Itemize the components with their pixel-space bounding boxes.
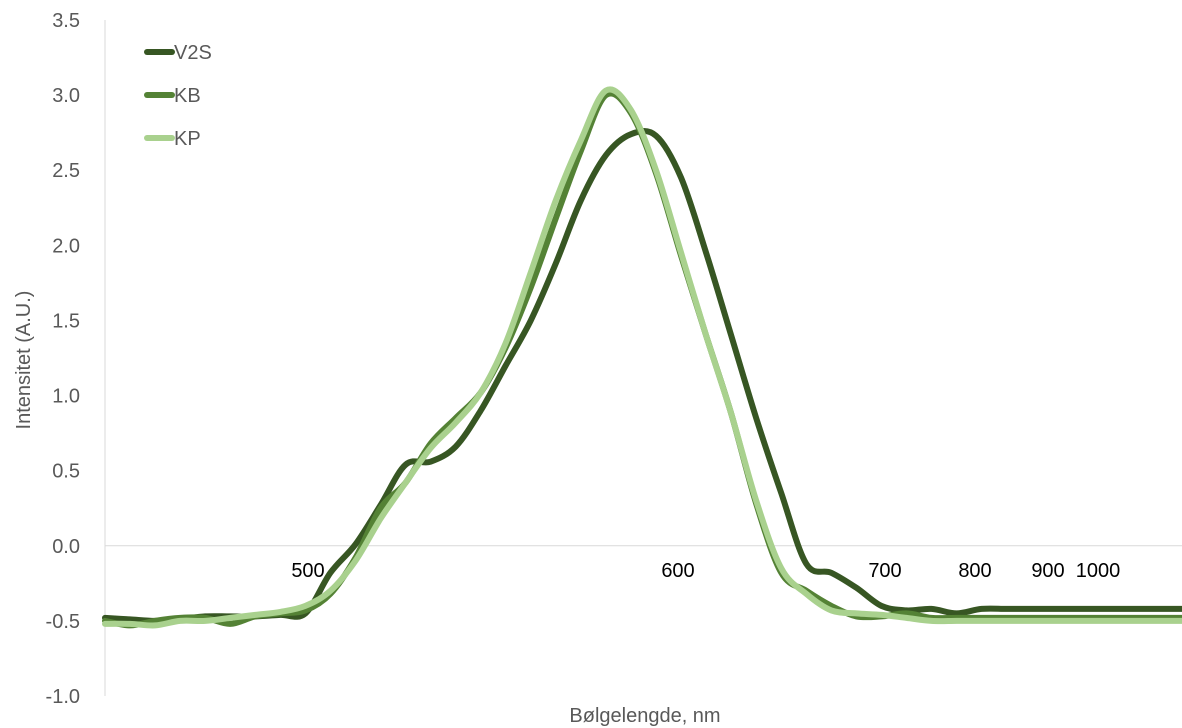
x-tick-label: 600 (661, 560, 694, 582)
x-tick-label: 500 (291, 560, 324, 582)
legend: V2S KB KP (144, 42, 212, 150)
y-tick-label: 2.0 (52, 235, 80, 257)
series-line-kp (102, 86, 1182, 629)
y-tick-labels: 3.5 3.0 2.5 2.0 1.5 1.0 0.5 0.0 -0.5 -1.0 (46, 10, 80, 708)
y-tick-label: -1.0 (46, 686, 80, 708)
y-tick-label: 0.5 (52, 461, 80, 483)
legend-label-kp: KP (174, 128, 201, 150)
y-tick-label: 2.5 (52, 160, 80, 182)
x-tick-label: 1000 (1076, 560, 1121, 582)
legend-label-kb: KB (174, 85, 201, 107)
x-tick-labels: 500 600 700 800 900 1000 (291, 560, 1120, 582)
y-tick-label: 0.0 (52, 536, 80, 558)
y-tick-label: 1.5 (52, 310, 80, 332)
x-tick-label: 800 (958, 560, 991, 582)
series-line-v2s (102, 127, 1182, 624)
y-tick-label: -0.5 (46, 611, 80, 633)
y-tick-label: 3.0 (52, 85, 80, 107)
y-tick-label: 1.0 (52, 386, 80, 408)
x-axis-title: Bølgelengde, nm (569, 705, 720, 727)
legend-label-v2s: V2S (174, 42, 212, 64)
y-axis-title: Intensitet (A.U.) (13, 291, 35, 430)
series-lines (102, 86, 1182, 629)
x-tick-label: 900 (1031, 560, 1064, 582)
x-tick-label: 700 (868, 560, 901, 582)
y-tick-label: 3.5 (52, 10, 80, 32)
